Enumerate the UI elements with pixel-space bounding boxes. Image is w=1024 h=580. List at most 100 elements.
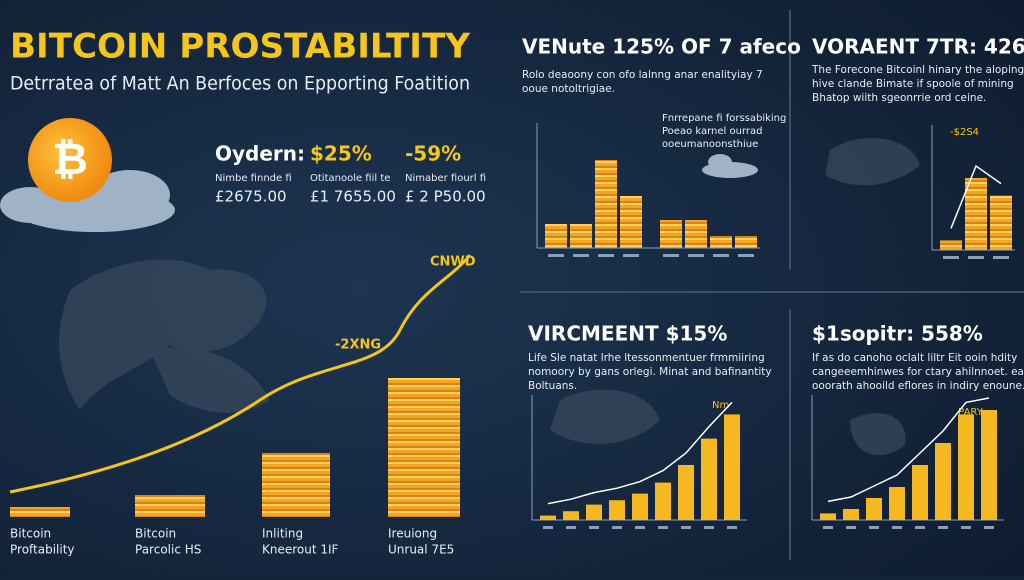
stat-caption: Otitanoole fiil te <box>310 173 390 184</box>
panel-text: Rolo deaoony con ofo lalnng anar enality… <box>522 69 763 81</box>
stat-heading: Oydern: <box>215 142 305 166</box>
bar <box>570 224 592 248</box>
bar <box>586 504 602 520</box>
bar <box>701 438 717 520</box>
stack-label: Parcolic HS <box>135 543 201 557</box>
bar <box>710 236 732 248</box>
bar-tick <box>968 256 984 259</box>
stat-heading: -59% <box>405 142 461 166</box>
panel-text: Bhatop wiith sgeonrrie ord ceine. <box>812 92 986 104</box>
bar-tick <box>892 526 902 529</box>
panel-text: cangeeemhinwes for ctary ahilnnoet. eand… <box>812 366 1024 378</box>
panel-text: Life Sle natat lrhe ltessonmentuer frmmi… <box>528 352 765 364</box>
bar-tick <box>663 254 679 257</box>
panel-note: Poeao karnel ourrad <box>662 126 762 137</box>
bar <box>595 160 617 248</box>
bitcoin-icon <box>28 118 112 202</box>
bar-tick <box>573 254 589 257</box>
stack-label: Bitcoin <box>135 527 176 541</box>
bar <box>820 513 836 520</box>
stack-label: Inliting <box>262 527 303 541</box>
bar-tick <box>713 254 729 257</box>
bar-tick <box>846 526 856 529</box>
stat-caption: Nimbe finnde fi <box>215 173 292 184</box>
bar-tick <box>598 254 614 257</box>
panel-note: Fnrrepane fi forssabiking <box>662 113 786 124</box>
bar-tick <box>681 526 691 529</box>
title: BITCOIN PROSTABILTITY <box>10 27 470 67</box>
stack-label: Unrual 7E5 <box>388 543 454 557</box>
panel-title: VENute 125% OF 7 afeco <box>522 35 801 59</box>
bar-tick <box>869 526 879 529</box>
bar <box>563 511 579 520</box>
stat-amount: £1 7655.00 <box>310 188 396 206</box>
stat-amount: £ 2 P50.00 <box>405 188 486 206</box>
coin-stacks <box>10 378 460 517</box>
stat-heading: $25% <box>310 142 372 166</box>
bar <box>540 515 556 520</box>
panel-title: VIRCMEENT $15% <box>528 322 727 346</box>
bar-tick <box>543 526 553 529</box>
bar <box>866 498 882 520</box>
bar <box>889 487 905 520</box>
subtitle: Detrratea of Matt An Berfoces on Epporti… <box>10 73 470 95</box>
bar <box>655 482 671 520</box>
bar <box>724 414 740 520</box>
bar-tick <box>727 526 737 529</box>
panel-title: $1sopitr: 558% <box>812 322 983 346</box>
bar-tick <box>658 526 668 529</box>
bar <box>545 224 567 248</box>
bar-tick <box>943 256 959 259</box>
bar <box>940 240 962 250</box>
bar <box>660 220 682 248</box>
bar-tick <box>823 526 833 529</box>
bar <box>935 443 951 520</box>
bar <box>685 220 707 248</box>
bar-tick <box>938 526 948 529</box>
stat-amount: £2675.00 <box>215 188 287 206</box>
bitcoin-symbol: ₿ <box>52 134 88 185</box>
content: Oydern: Nimbe finnde fi £2675.00 $25% Otitan… <box>10 35 1024 557</box>
trend-curve <box>9 254 472 494</box>
panel-text: ooue notoltrigiae. <box>522 83 615 95</box>
bar-tick <box>915 526 925 529</box>
bar <box>620 196 642 248</box>
bar-tick <box>961 526 971 529</box>
bar <box>678 465 694 520</box>
bar-tick <box>993 256 1009 259</box>
bar-tick <box>548 254 564 257</box>
panel-text: nomoory by gans orlegi. Minat and bafina… <box>528 366 772 378</box>
panel-note: -$2S4 <box>950 127 979 138</box>
bar-tick <box>984 526 994 529</box>
panel-text: The Forecone Bitcoinl hinary the aloping… <box>811 64 1024 76</box>
bar-tick <box>688 254 704 257</box>
panel-text: hive clande Bimate if spoole of mining <box>812 78 1014 90</box>
bar <box>965 178 987 250</box>
bar <box>990 195 1012 250</box>
bar-tick <box>566 526 576 529</box>
bar <box>609 500 625 520</box>
bar <box>912 465 928 520</box>
bar <box>981 410 997 520</box>
bar-tick <box>612 526 622 529</box>
bar <box>735 236 757 248</box>
panel-note: .PARY <box>955 407 984 418</box>
stack-label: Proftability <box>10 543 75 557</box>
panel-note: ooeumanoonsthiue <box>662 139 758 150</box>
bar <box>843 509 859 520</box>
stat-caption: Nimaber fiourl fi <box>405 173 486 184</box>
bar-tick <box>704 526 714 529</box>
trend-line <box>547 401 733 505</box>
bar-tick <box>738 254 754 257</box>
trend-line <box>950 164 1002 229</box>
curve-label: CNWD <box>430 255 476 270</box>
map <box>59 138 920 456</box>
bar <box>958 414 974 520</box>
stack-label: Bitcoin <box>10 527 51 541</box>
bar-tick <box>623 254 639 257</box>
bar-tick <box>589 526 599 529</box>
stack-label: Kneerout 1IF <box>262 543 339 557</box>
trend-line <box>827 397 990 503</box>
panel-note: Nm <box>712 400 729 411</box>
